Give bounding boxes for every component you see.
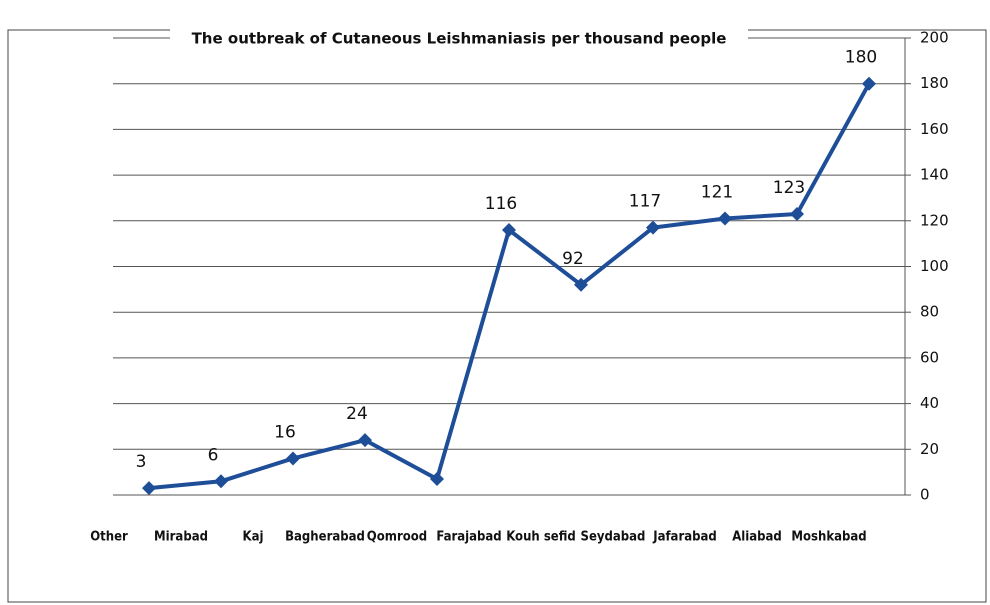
x-tick-label: Other [90, 530, 128, 545]
marker [214, 474, 228, 489]
marker [358, 433, 372, 448]
x-tick-label: Kaj [243, 530, 264, 545]
chart-title: The outbreak of Cutaneous Leishmaniasis … [192, 30, 727, 48]
y-tick-label: 0 [920, 486, 930, 504]
y-tick-label: 120 [920, 211, 949, 229]
marker [502, 222, 516, 237]
marker [286, 451, 300, 466]
x-tick-label: Qomrood [367, 530, 427, 545]
data-label: 117 [629, 192, 661, 212]
x-tick-label: Mirabad [154, 530, 208, 545]
marker [862, 76, 876, 91]
data-label: 123 [773, 178, 805, 198]
data-label: 24 [346, 404, 368, 424]
data-label: 6 [208, 445, 219, 465]
x-tick-label: Jafarabad [652, 530, 717, 545]
data-label: 3 [136, 452, 147, 472]
marker [718, 211, 732, 226]
x-tick-label: Farajabad [436, 530, 501, 545]
data-label: 92 [562, 249, 584, 269]
y-tick-label: 40 [920, 394, 939, 412]
x-tick-label: Moshkabad [791, 530, 866, 545]
y-tick-label: 160 [920, 120, 949, 138]
y-tick-label: 180 [920, 74, 949, 92]
series-line [148, 82, 871, 491]
data-label: 180 [845, 48, 877, 68]
data-label: 116 [485, 194, 517, 214]
y-tick-label: 80 [920, 303, 939, 321]
y-tick-label: 200 [920, 29, 949, 47]
marker [790, 206, 804, 221]
y-tick-label: 100 [920, 257, 949, 275]
marker [430, 472, 444, 487]
title-bg [170, 28, 748, 50]
y-tick-label: 20 [920, 440, 939, 458]
x-tick-label: Seydabad [581, 530, 646, 545]
marker [142, 481, 156, 496]
frame [7, 29, 987, 603]
y-tick-label: 140 [920, 166, 949, 184]
y-tick-label: 60 [920, 348, 939, 366]
marker [574, 277, 588, 292]
x-tick-label: Aliabad [732, 530, 782, 545]
x-tick-label: Bagherabad [285, 530, 365, 545]
marker [646, 220, 660, 235]
x-tick-label: Kouh sefid [506, 530, 576, 545]
data-label: 121 [701, 183, 733, 203]
data-label: 16 [274, 422, 296, 442]
